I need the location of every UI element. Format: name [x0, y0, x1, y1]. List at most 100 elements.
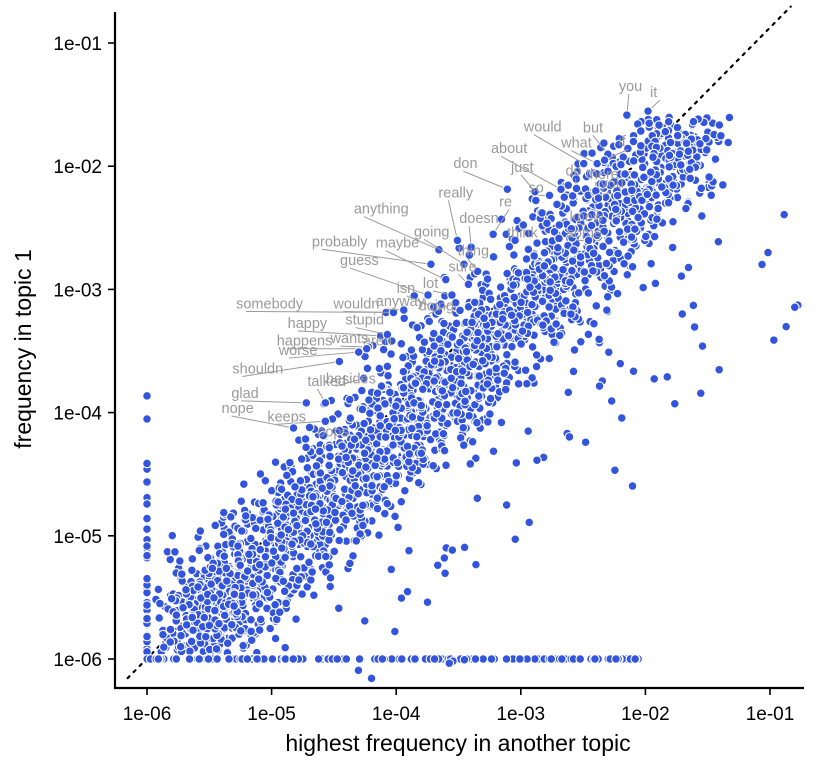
- data-point: [324, 460, 334, 471]
- data-point: [443, 339, 453, 350]
- data-point: [440, 568, 450, 579]
- data-point: [461, 346, 472, 357]
- data-point: [334, 425, 345, 436]
- data-point: [568, 366, 579, 377]
- data-point: [564, 432, 575, 442]
- y-tick-label: 1e-04: [53, 404, 102, 425]
- data-point: [531, 361, 542, 372]
- data-point: [154, 613, 165, 623]
- data-point: [302, 462, 313, 473]
- data-point: [325, 581, 336, 592]
- data-point: [258, 497, 268, 508]
- data-point: [537, 320, 548, 330]
- data-point: [485, 393, 496, 404]
- data-point: [642, 189, 653, 200]
- data-point: [263, 514, 273, 525]
- data-point: [393, 522, 403, 533]
- labeled-data-point: [423, 290, 433, 300]
- data-point: [165, 637, 176, 647]
- data-point: [629, 170, 640, 180]
- data-point: [704, 172, 714, 182]
- data-point: [382, 498, 393, 509]
- data-point: [372, 471, 383, 482]
- data-point: [590, 654, 600, 664]
- data-point: [214, 618, 224, 629]
- data-point: [337, 496, 347, 507]
- data-point: [344, 394, 355, 405]
- data-point: [410, 654, 420, 664]
- data-point: [359, 616, 370, 626]
- data-point: [664, 161, 675, 172]
- data-point: [184, 654, 195, 664]
- data-point: [279, 586, 290, 597]
- data-point: [226, 619, 237, 630]
- data-point: [654, 120, 664, 130]
- data-point: [353, 488, 364, 499]
- data-point: [429, 356, 440, 366]
- data-point: [757, 259, 767, 270]
- data-point: [472, 335, 483, 346]
- data-point: [155, 598, 165, 609]
- data-point: [646, 258, 656, 269]
- data-point: [472, 493, 483, 504]
- data-point: [523, 228, 534, 239]
- data-point: [663, 116, 674, 127]
- data-point: [410, 378, 421, 389]
- word-label: glad: [231, 386, 258, 402]
- data-point: [714, 364, 725, 375]
- data-point: [280, 642, 291, 653]
- label-leader-line: [277, 420, 326, 425]
- data-point: [398, 382, 409, 393]
- data-point: [195, 526, 206, 536]
- data-point: [549, 337, 559, 348]
- data-point: [308, 491, 318, 502]
- data-point: [142, 458, 152, 469]
- data-point: [436, 345, 446, 356]
- data-point: [656, 182, 667, 192]
- data-point: [374, 363, 385, 374]
- data-point: [439, 318, 449, 329]
- data-point: [716, 130, 726, 141]
- y-tick-label: 1e-05: [53, 527, 102, 548]
- data-point: [537, 208, 547, 218]
- data-point: [447, 545, 458, 555]
- data-point: [603, 166, 613, 177]
- data-point: [627, 261, 638, 272]
- data-point: [669, 398, 680, 409]
- labeled-data-point: [463, 279, 474, 290]
- labeled-data-point: [459, 259, 469, 270]
- word-label: besides: [326, 371, 376, 387]
- data-point: [446, 373, 457, 384]
- data-point: [247, 590, 258, 600]
- data-point: [362, 363, 373, 374]
- x-axis-title: highest frequency in another topic: [285, 730, 630, 756]
- data-point: [254, 559, 265, 570]
- data-point: [473, 391, 484, 401]
- label-leader-line: [355, 327, 388, 336]
- word-label: wouldn: [332, 296, 379, 312]
- data-point: [615, 358, 626, 369]
- word-label: don: [453, 156, 477, 172]
- data-point: [407, 412, 418, 422]
- data-point: [167, 530, 178, 541]
- labeled-data-point: [358, 373, 369, 384]
- points-group: [142, 112, 803, 684]
- labeled-data-point: [426, 259, 436, 270]
- word-label: there: [586, 167, 619, 183]
- data-point: [222, 638, 233, 649]
- data-point: [588, 265, 598, 276]
- data-point: [333, 603, 344, 614]
- data-point: [501, 500, 512, 510]
- data-point: [504, 241, 515, 252]
- data-point: [718, 180, 728, 190]
- data-point: [645, 167, 656, 177]
- data-point: [706, 190, 717, 201]
- data-point: [675, 160, 686, 170]
- data-point: [460, 386, 471, 397]
- data-point: [465, 459, 476, 469]
- data-point: [288, 508, 299, 518]
- data-point: [724, 112, 735, 123]
- data-point: [300, 434, 311, 444]
- data-point: [723, 137, 734, 148]
- data-point: [589, 318, 599, 329]
